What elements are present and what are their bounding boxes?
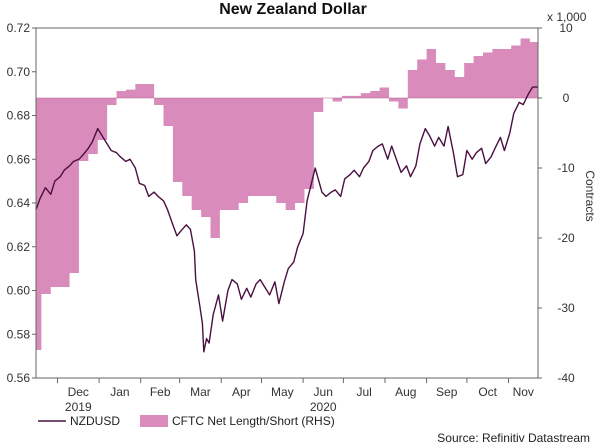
legend-cftc-swatch [140,415,168,427]
left-tick-label: 0.72 [7,21,31,35]
left-tick-label: 0.70 [7,65,31,79]
source-note: Source: Refinitiv Datastream [437,431,590,445]
month-tick-label: Mar [190,385,211,399]
left-tick-label: 0.68 [7,109,31,123]
right-tick-label: 10 [559,21,573,35]
month-tick-label: Apr [232,385,251,399]
month-tick-label: Jun [314,385,333,399]
year-label: 2020 [310,400,337,414]
month-tick-label: Sep [436,385,458,399]
right-tick-label: -30 [557,301,575,315]
right-axis-label: Contracts [583,170,597,221]
right-tick-label: 0 [563,91,570,105]
left-tick-label: 0.60 [7,284,31,298]
axes: 0.56 0.58 0.60 0.62 0.64 0.66 0.68 0.70 0.72 -40 -… [7,21,575,414]
legend-nzdusd-label: NZDUSD [70,414,120,428]
month-tick-label: Jul [357,385,372,399]
left-tick-label: 0.66 [7,152,31,166]
month-tick-label: Jan [110,385,129,399]
right-tick-label: -20 [557,231,575,245]
nzdusd-line [35,86,538,353]
legend: NZDUSD CFTC Net Length/Short (RHS) [38,414,335,428]
left-tick-label: 0.58 [7,327,31,341]
month-tick-label: Feb [150,385,171,399]
cftc-net-area [36,38,538,350]
left-tick-label: 0.56 [7,371,31,385]
left-tick-label: 0.62 [7,240,31,254]
right-tick-label: -10 [557,161,575,175]
month-tick-label: Dec [68,385,89,399]
month-tick-label: Aug [395,385,416,399]
month-tick-label: Nov [513,385,534,399]
legend-cftc-label: CFTC Net Length/Short (RHS) [172,414,335,428]
cftc-area-layer [36,38,538,350]
month-tick-label: Oct [478,385,497,399]
chart-title: New Zealand Dollar [219,1,367,18]
nzdusd-line-layer [35,86,538,353]
month-tick-label: May [271,385,294,399]
right-tick-label: -40 [557,371,575,385]
left-tick-label: 0.64 [7,196,31,210]
right-axis-unit-note: x 1,000 [547,10,587,24]
year-label: 2019 [65,400,92,414]
